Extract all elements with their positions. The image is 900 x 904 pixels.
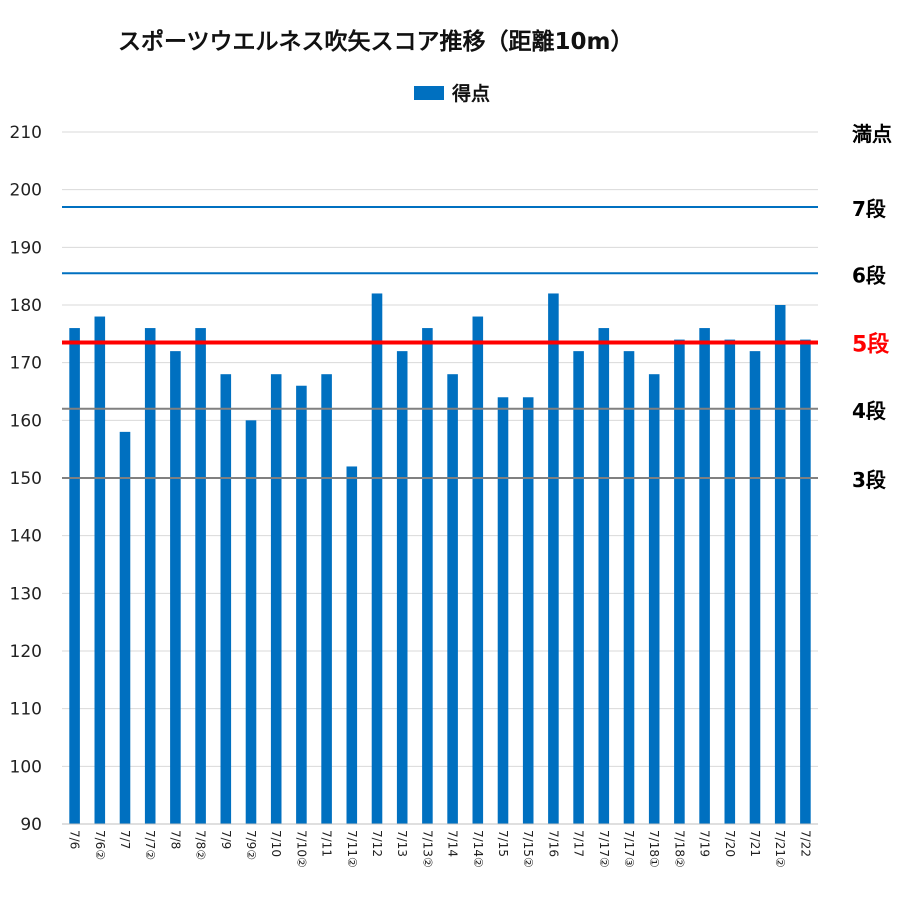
- bar: [774, 305, 786, 824]
- bar: [195, 328, 206, 824]
- y-tick-label: 210: [10, 123, 42, 143]
- bar: [422, 328, 433, 824]
- x-tick-label: 7/14②: [471, 830, 485, 868]
- x-tick-label: 7/7: [118, 830, 132, 849]
- bar: [270, 374, 282, 824]
- y-tick-label: 160: [10, 411, 42, 431]
- legend-swatch: [414, 85, 444, 100]
- reference-label: 3段: [852, 468, 886, 492]
- bar: [472, 316, 484, 824]
- x-tick-label: 7/13②: [420, 830, 434, 868]
- y-tick-label: 170: [10, 354, 42, 374]
- reference-label: 4段: [852, 399, 886, 423]
- x-tick-label: 7/15②: [521, 830, 535, 868]
- bar: [447, 374, 458, 824]
- bar: [800, 339, 811, 824]
- x-tick-label: 7/14: [446, 830, 460, 857]
- bar: [749, 351, 761, 824]
- y-tick-label: 140: [10, 527, 42, 547]
- bar: [724, 339, 736, 824]
- x-tick-label: 7/7②: [143, 830, 157, 860]
- x-tick-label: 7/18②: [672, 830, 686, 868]
- x-tick-label: 7/10: [269, 830, 283, 857]
- x-tick-label: 7/11②: [345, 830, 359, 868]
- bar: [522, 397, 534, 824]
- x-tick-label: 7/6: [68, 830, 82, 849]
- bar: [573, 351, 584, 824]
- x-tick-label: 7/9②: [244, 830, 258, 860]
- bar: [396, 351, 408, 824]
- bar: [598, 328, 610, 824]
- reference-label: 7段: [852, 197, 886, 221]
- x-tick-label: 7/18①: [647, 830, 661, 868]
- bar: [245, 420, 257, 824]
- bar: [94, 316, 106, 824]
- y-tick-label: 200: [10, 181, 42, 201]
- bar: [623, 351, 635, 824]
- x-tick-label: 7/16: [546, 830, 560, 857]
- chart-title: スポーツウエルネス吹矢スコア推移（距離10m）: [118, 29, 634, 55]
- y-tick-label: 150: [10, 469, 42, 489]
- x-tick-label: 7/8②: [194, 830, 208, 860]
- y-tick-label: 120: [10, 642, 42, 662]
- bar: [699, 328, 710, 824]
- bar: [69, 328, 80, 824]
- y-tick-label: 180: [10, 296, 42, 316]
- x-tick-label: 7/8: [168, 830, 182, 849]
- x-tick-label: 7/17③: [622, 830, 636, 868]
- y-tick-label: 110: [10, 700, 42, 720]
- x-tick-label: 7/21②: [773, 830, 787, 868]
- reference-label: 5段: [852, 331, 889, 357]
- bar: [674, 339, 685, 824]
- bar: [548, 293, 559, 824]
- x-tick-label: 7/17②: [597, 830, 611, 868]
- legend: 得点: [414, 79, 490, 106]
- x-tick-label: 7/12: [370, 830, 384, 857]
- y-tick-label: 130: [10, 584, 42, 604]
- bar: [119, 431, 131, 824]
- x-tick-label: 7/20: [723, 830, 737, 857]
- bar: [346, 466, 358, 824]
- x-tick-label: 7/19: [698, 830, 712, 857]
- y-tick-label: 90: [20, 815, 42, 835]
- x-tick-label: 7/9: [219, 830, 233, 849]
- reference-label: 満点: [852, 122, 892, 146]
- x-tick-label: 7/17: [572, 830, 586, 857]
- bar: [648, 374, 660, 824]
- x-tick-label: 7/10②: [294, 830, 308, 868]
- bar: [497, 397, 509, 824]
- reference-label: 6段: [852, 263, 886, 287]
- x-tick-label: 7/21: [748, 830, 762, 857]
- legend-label: 得点: [452, 83, 491, 105]
- x-tick-label: 7/13: [395, 830, 409, 857]
- bar: [170, 351, 181, 824]
- bar: [371, 293, 383, 824]
- x-tick-label: 7/22: [798, 830, 812, 857]
- bar: [144, 328, 156, 824]
- bar: [296, 385, 307, 824]
- y-tick-label: 100: [10, 757, 42, 777]
- bar: [220, 374, 232, 824]
- x-tick-label: 7/6②: [93, 830, 107, 860]
- bar: [321, 374, 332, 824]
- y-tick-label: 190: [10, 238, 42, 258]
- x-tick-label: 7/15: [496, 830, 510, 857]
- x-tick-label: 7/11: [320, 830, 334, 857]
